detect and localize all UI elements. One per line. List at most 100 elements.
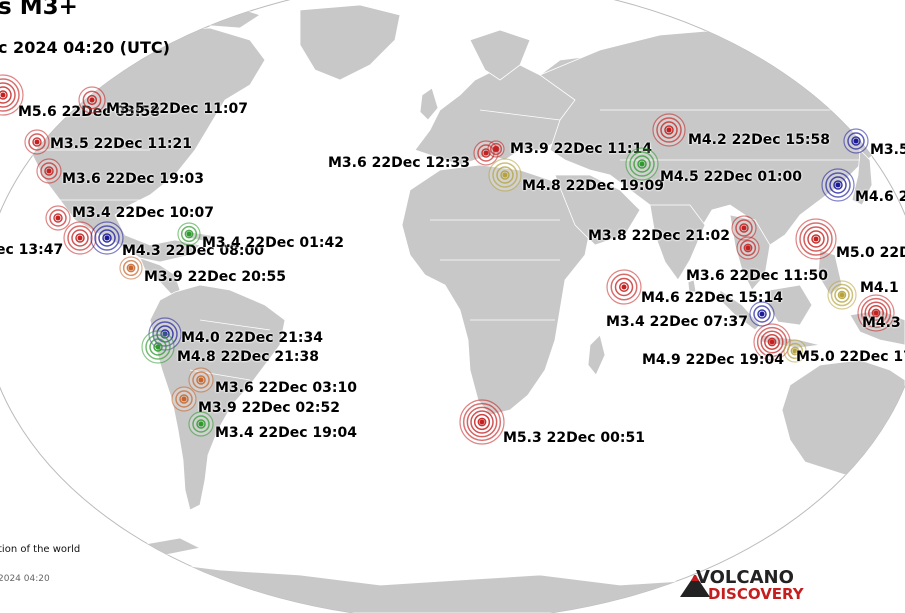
quake-ripple-icon: [63, 221, 97, 255]
quake-ripple-icon: [783, 339, 807, 363]
quake-label: M3.9 22Dec 11:14: [510, 141, 652, 157]
quake-ripple-icon: [188, 411, 214, 437]
africa: [401, 164, 591, 416]
quake-ripple-icon: [119, 256, 143, 280]
quake-ripple-icon: [24, 129, 50, 155]
logo-line2: DISCOVERY: [708, 585, 804, 603]
quake-label: M3.4 22Dec 01:42: [202, 235, 344, 251]
india: [649, 204, 706, 281]
quake-marker[interactable]: [77, 85, 107, 115]
quake-label: M5.0 22D: [836, 245, 905, 261]
quake-label: M4.9 22Dec 19:04: [642, 352, 784, 368]
quake-ripple-icon: [36, 158, 62, 184]
quake-ripple-icon: [731, 215, 757, 241]
quake-marker[interactable]: [486, 139, 506, 159]
quake-marker[interactable]: [651, 112, 687, 148]
quake-marker[interactable]: [748, 300, 776, 328]
quake-label: M3.4 22Dec 10:07: [72, 205, 214, 221]
quake-marker[interactable]: [62, 220, 98, 256]
quake-ripple-icon: [753, 323, 791, 361]
volcano-icon: [680, 575, 710, 597]
quake-marker[interactable]: [794, 217, 838, 261]
quake-label: M4.8 22Dec 21:38: [177, 349, 319, 365]
map-title: s M3+: [0, 0, 78, 20]
madagascar: [587, 334, 606, 376]
quake-ripple-icon: [90, 221, 124, 255]
quake-label: M3.4 22Dec 07:37: [606, 314, 748, 330]
quake-marker[interactable]: [170, 385, 198, 413]
quake-marker[interactable]: [472, 139, 500, 167]
borneo: [767, 284, 813, 326]
quake-label: ec 13:47: [0, 242, 64, 258]
map-timestamp: 2024 04:20: [0, 574, 50, 584]
quake-ripple-icon: [652, 113, 686, 147]
quake-label: M3.9 22Dec 20:55: [144, 269, 286, 285]
quake-marker[interactable]: [856, 293, 896, 333]
japan: [851, 149, 873, 206]
indochina: [729, 214, 771, 291]
quake-ripple-icon: [0, 74, 24, 116]
arabia: [554, 174, 641, 246]
quake-label: M4.6 22Dec 15:14: [641, 290, 783, 306]
quake-label: M4.2 22Dec 15:58: [688, 132, 830, 148]
quake-marker[interactable]: [624, 146, 660, 182]
quake-marker[interactable]: [820, 167, 856, 203]
quake-ripple-icon: [736, 236, 760, 260]
quake-marker[interactable]: [458, 398, 506, 446]
quake-marker[interactable]: [826, 279, 858, 311]
quake-label: M3.5: [870, 142, 905, 158]
quake-marker[interactable]: [89, 220, 125, 256]
quake-marker[interactable]: [735, 235, 761, 261]
quake-label: M4.6 2: [855, 189, 905, 205]
sri-lanka: [687, 279, 697, 293]
philippines: [817, 249, 843, 296]
quake-marker[interactable]: [487, 157, 523, 193]
greenland: [299, 4, 401, 81]
quake-label: M3.6 22Dec 12:33: [328, 155, 470, 171]
logo-line1: VOLCANO: [696, 567, 794, 588]
quake-marker[interactable]: [44, 204, 72, 232]
quake-ripple-icon: [78, 86, 106, 114]
quake-label: M3.8 22Dec 21:02: [588, 228, 730, 244]
sumatra: [719, 289, 761, 331]
quake-ripple-icon: [177, 222, 201, 246]
quake-ripple-icon: [488, 158, 522, 192]
quake-marker[interactable]: [730, 214, 758, 242]
quake-marker[interactable]: [187, 410, 215, 438]
quake-marker[interactable]: [140, 329, 176, 365]
quake-label: M4.0 22Dec 21:34: [181, 330, 323, 346]
quake-ripple-icon: [749, 301, 775, 327]
quake-marker[interactable]: [23, 128, 51, 156]
quake-ripple-icon: [795, 218, 837, 260]
quake-marker[interactable]: [187, 366, 215, 394]
quake-ripple-icon: [171, 386, 197, 412]
quake-label: M4.8 22Dec 19:09: [522, 178, 664, 194]
quake-ripple-icon: [821, 168, 855, 202]
quake-marker[interactable]: [35, 157, 63, 185]
quake-ripple-icon: [141, 330, 175, 364]
scandinavia: [469, 29, 531, 81]
quake-ripple-icon: [606, 269, 642, 305]
quake-marker[interactable]: [752, 322, 792, 362]
quake-marker[interactable]: [176, 221, 202, 247]
quake-ripple-icon: [473, 140, 499, 166]
quake-marker[interactable]: [782, 338, 808, 364]
quake-label: M5.6 22Dec 03:58: [18, 104, 160, 120]
quake-label: M5.3 22Dec 00:51: [503, 430, 645, 446]
quake-ripple-icon: [857, 294, 895, 332]
quake-ripple-icon: [45, 205, 71, 231]
quake-marker[interactable]: [605, 268, 643, 306]
quake-label: M4.5 22Dec 01:00: [660, 169, 802, 185]
quake-ripple-icon: [459, 399, 505, 445]
quake-label: M3.5 22Dec 11:07: [106, 101, 248, 117]
map-subtitle: c 2024 04:20 (UTC): [0, 38, 170, 57]
quake-label: M3.5 22Dec 11:21: [50, 136, 192, 152]
quake-ripple-icon: [188, 367, 214, 393]
quake-marker[interactable]: [0, 73, 25, 117]
quake-label: M3.6 22Dec 19:03: [62, 171, 204, 187]
quake-marker[interactable]: [842, 127, 870, 155]
volcanodiscovery-logo: VOLCANO DISCOVERY: [680, 567, 830, 607]
quake-marker[interactable]: [118, 255, 144, 281]
